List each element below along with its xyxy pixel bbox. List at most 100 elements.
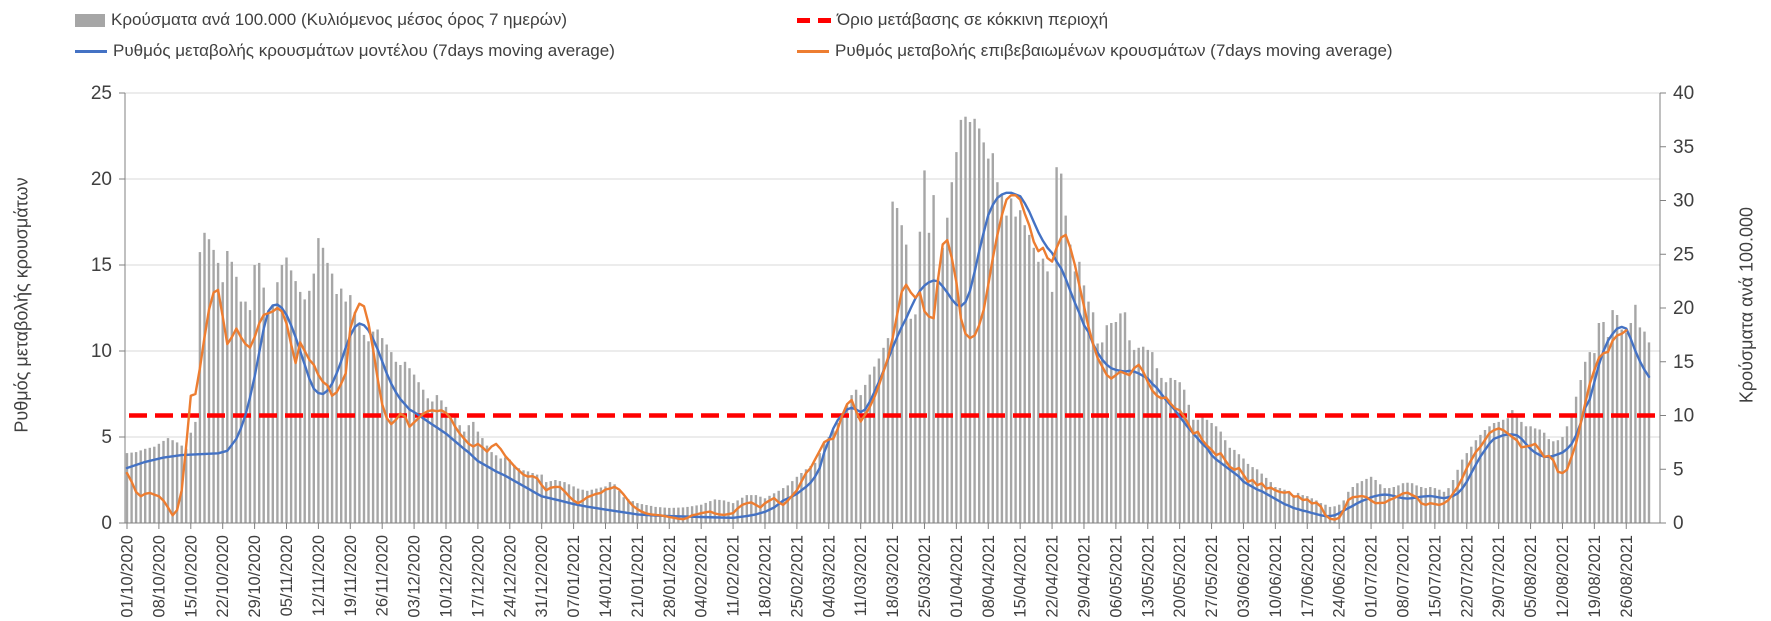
daily-bar (1502, 419, 1505, 523)
daily-bar (1151, 352, 1154, 523)
daily-bar (1142, 346, 1145, 523)
daily-bar (394, 361, 398, 524)
x-tick-label: 06/05/2021 (1107, 535, 1125, 618)
daily-bar (1615, 315, 1619, 523)
x-tick-label: 15/10/2020 (182, 535, 200, 618)
daily-bar (235, 276, 238, 523)
daily-bar (722, 500, 726, 523)
daily-bar (1520, 421, 1523, 523)
daily-bar (1447, 488, 1450, 523)
daily-bar (795, 476, 799, 523)
daily-bar (850, 395, 853, 523)
daily-bar (1110, 323, 1113, 523)
blue-line-swatch-icon (75, 49, 107, 53)
daily-bar (1479, 434, 1482, 523)
daily-bar (554, 480, 557, 523)
daily-bar (349, 295, 352, 523)
daily-bar (804, 469, 808, 524)
daily-bar (157, 443, 161, 523)
daily-bar (973, 118, 976, 524)
x-tick-label: 24/12/2020 (501, 535, 519, 618)
daily-bar (312, 273, 315, 523)
daily-bar (923, 170, 926, 523)
y-right-tick-label: 40 (1673, 83, 1694, 104)
daily-bar (1511, 410, 1514, 523)
daily-bar (1497, 421, 1500, 523)
daily-bar (549, 481, 552, 523)
x-tick-label: 26/11/2020 (374, 535, 392, 616)
daily-bar (385, 344, 388, 523)
daily-bar (403, 361, 407, 524)
daily-bar (422, 389, 425, 523)
legend-label-model: Ρυθμός μεταβολής κρουσμάτων μοντέλου (7d… (113, 41, 615, 60)
daily-bar (886, 338, 890, 523)
x-tick-label: 24/06/2021 (1331, 535, 1349, 618)
daily-bar (1274, 487, 1277, 523)
daily-bar (481, 438, 484, 523)
daily-bar (791, 481, 794, 523)
daily-bar (1169, 377, 1172, 523)
daily-bar (308, 290, 311, 523)
daily-bar (289, 270, 293, 523)
daily-bar (490, 452, 493, 523)
daily-bar (1000, 195, 1004, 523)
daily-bar (1037, 261, 1040, 523)
x-tick-label: 01/07/2021 (1363, 535, 1381, 618)
daily-bar (1233, 449, 1236, 523)
daily-bar (344, 301, 347, 523)
daily-bar (1164, 382, 1168, 523)
x-tick-label: 29/07/2021 (1490, 535, 1508, 618)
daily-bar (1046, 271, 1049, 523)
daily-bar (727, 501, 730, 523)
daily-bar (1055, 167, 1058, 523)
daily-bar (622, 497, 625, 523)
daily-bar (262, 287, 265, 523)
daily-bar (759, 496, 762, 523)
x-tick-label: 12/08/2021 (1554, 535, 1572, 618)
x-tick-label: 29/04/2021 (1075, 535, 1093, 618)
daily-bar (1533, 428, 1537, 523)
daily-bar (1574, 396, 1578, 523)
daily-bar (1374, 480, 1377, 523)
x-tick-label: 26/08/2021 (1618, 535, 1636, 618)
daily-bar (431, 401, 434, 523)
daily-bar (1388, 488, 1391, 523)
daily-bar (185, 448, 188, 523)
daily-bar (198, 252, 202, 523)
daily-bar (458, 425, 461, 523)
x-tick-label: 04/03/2021 (820, 535, 838, 618)
daily-bar (1597, 323, 1601, 523)
x-tick-label: 25/03/2021 (916, 535, 934, 618)
daily-bar (936, 277, 940, 523)
daily-bar (317, 238, 320, 523)
daily-bar (946, 217, 949, 523)
daily-bar (777, 490, 780, 524)
daily-bar (472, 421, 475, 523)
x-tick-label: 20/05/2021 (1171, 535, 1189, 618)
daily-bar (1019, 210, 1022, 523)
daily-bar (1588, 352, 1591, 523)
daily-bar (681, 507, 685, 523)
daily-bar (1561, 437, 1564, 523)
daily-bar (1009, 198, 1013, 523)
daily-bar (1383, 488, 1386, 523)
daily-bar (900, 225, 903, 523)
daily-bar (203, 232, 206, 524)
x-tick-label: 17/12/2020 (469, 535, 487, 618)
x-tick-label: 28/01/2021 (661, 535, 679, 618)
x-tick-label: 03/06/2021 (1235, 535, 1253, 618)
daily-bar (636, 503, 639, 523)
daily-bar (1315, 500, 1318, 523)
daily-bar (162, 440, 165, 523)
daily-bar (1265, 477, 1268, 523)
daily-bar (1114, 322, 1118, 523)
x-tick-label: 18/03/2021 (884, 535, 902, 618)
legend-item-confirmed: Ρυθμός μεταβολής επιβεβαιωμένων κρουσμάτ… (797, 41, 1393, 61)
daily-bar (221, 282, 224, 523)
daily-bar (1260, 473, 1263, 523)
daily-bar (1064, 215, 1067, 523)
daily-bar (627, 499, 630, 523)
x-tick-label: 10/12/2020 (437, 535, 455, 618)
daily-bar (1429, 487, 1432, 523)
daily-bar (166, 438, 170, 523)
